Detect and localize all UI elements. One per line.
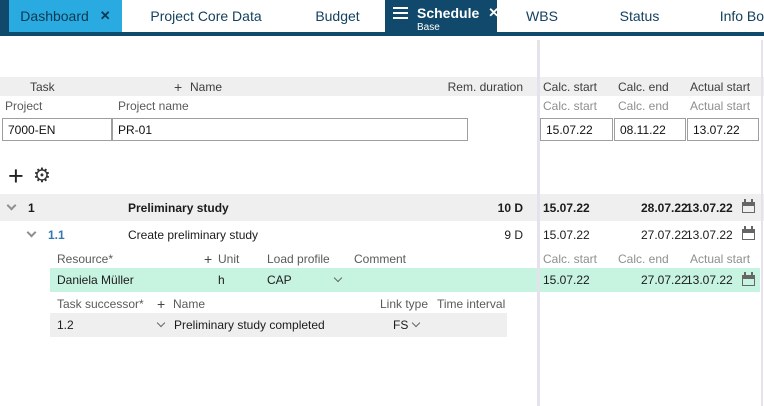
col-name: Name — [173, 297, 206, 311]
col-task: Task — [30, 79, 55, 94]
col-calc-start: Calc. start — [543, 251, 598, 266]
task-row[interactable]: 1 Preliminary study 10 D 15.07.22 28.07.… — [0, 194, 764, 221]
tab-label: Project Core Data — [150, 8, 262, 24]
chevron-down-icon[interactable] — [411, 313, 421, 337]
successor-header-row: Task successor* + Name Link type Time in… — [0, 295, 764, 313]
tabbar-underline — [0, 32, 764, 36]
col-calc-end: Calc. end — [618, 79, 669, 94]
tab-status[interactable]: Status — [587, 0, 692, 32]
sub-name: Project name — [118, 99, 189, 113]
gear-icon[interactable]: ⚙ — [33, 165, 51, 187]
project-actual-start-input[interactable] — [687, 118, 759, 141]
sub-task: Project — [5, 99, 43, 113]
task-name: Create preliminary study — [128, 227, 259, 242]
project-row — [0, 117, 764, 142]
tab-sublabel: Base — [417, 21, 440, 33]
tab-dashboard[interactable]: Dashboard ✕ — [9, 0, 122, 32]
right-edge-divider — [761, 40, 763, 406]
tab-schedule[interactable]: Schedule ✕ Base — [385, 0, 500, 36]
resource-header-row: Resource* + Unit Load profile Comment Ca… — [0, 249, 764, 268]
tab-label: Budget — [315, 8, 360, 24]
task-calc-end: 27.07.22 — [641, 227, 688, 242]
task-row[interactable]: 1.1 Create preliminary study 9 D 15.07.2… — [0, 221, 764, 248]
project-calc-end-input[interactable] — [614, 118, 686, 141]
task-actual-start: 13.07.22 — [686, 200, 733, 215]
chevron-down-icon[interactable] — [156, 313, 166, 337]
project-calc-start-input[interactable] — [540, 118, 613, 141]
calendar-icon[interactable] — [742, 194, 755, 221]
task-toolbar: + ⚙ — [0, 162, 764, 190]
add-column-icon[interactable]: + — [157, 296, 166, 312]
pane-divider — [537, 40, 540, 406]
task-calc-start: 15.07.22 — [543, 200, 590, 215]
add-column-icon[interactable]: + — [204, 250, 213, 267]
col-unit: Unit — [218, 251, 240, 266]
tab-label: Schedule — [417, 4, 480, 21]
close-icon[interactable]: ✕ — [488, 4, 500, 20]
add-column-icon[interactable]: + — [174, 78, 183, 95]
successor-link-type: FS — [393, 318, 409, 332]
task-id: 1 — [28, 200, 35, 215]
tab-bar: Dashboard ✕ Project Core Data Budget Sch… — [0, 0, 764, 36]
col-calc-start: Calc. start — [543, 79, 598, 94]
tab-label: Status — [619, 8, 660, 24]
collapse-chevron-icon[interactable] — [6, 194, 17, 221]
tabbar-left-strip — [0, 0, 9, 36]
tab-label: WBS — [526, 8, 558, 24]
resource-row[interactable]: Daniela Müller h CAP 15.07.22 27.07.22 1… — [0, 268, 764, 292]
task-actual-start: 13.07.22 — [686, 227, 733, 242]
task-name: Preliminary study — [128, 200, 229, 215]
resource-load-profile: CAP — [267, 273, 292, 287]
col-task-successor: Task successor* — [57, 297, 144, 311]
sub-actual-start: Actual start — [690, 99, 751, 113]
task-rem-duration: 10 D — [497, 200, 523, 215]
project-task-input[interactable] — [2, 118, 112, 141]
successor-row-bg — [50, 313, 507, 337]
tab-budget[interactable]: Budget — [290, 0, 385, 32]
tab-wbs[interactable]: WBS — [497, 0, 587, 32]
calendar-icon[interactable] — [742, 268, 755, 292]
close-icon[interactable]: ✕ — [99, 8, 111, 23]
col-load-profile: Load profile — [267, 251, 330, 266]
project-name-input[interactable] — [112, 118, 468, 141]
task-calc-end: 28.07.22 — [641, 200, 688, 215]
tab-project-core-data[interactable]: Project Core Data — [122, 0, 290, 32]
task-calc-start: 15.07.22 — [543, 227, 590, 242]
col-comment: Comment — [354, 251, 407, 266]
successor-row[interactable]: 1.2 Preliminary study completed FS — [0, 313, 764, 337]
grid-subheader-row: Project Project name Calc. start Calc. e… — [0, 96, 764, 116]
resource-actual-start: 13.07.22 — [686, 273, 733, 287]
tab-label: Info Board — [719, 8, 764, 24]
schedule-grid: Task + Name Rem. duration Calc. start Ca… — [0, 36, 764, 406]
col-resource: Resource* — [57, 251, 114, 266]
col-actual-start: Actual start — [690, 251, 751, 266]
resource-calc-start: 15.07.22 — [543, 273, 590, 287]
task-rem-duration: 9 D — [504, 227, 523, 242]
tab-label: Dashboard — [20, 8, 89, 24]
resource-unit: h — [218, 273, 225, 287]
sub-calc-end: Calc. end — [618, 99, 669, 113]
successor-name: Preliminary study completed — [174, 318, 325, 332]
chevron-down-icon[interactable] — [333, 268, 343, 292]
col-link-type: Link type — [380, 297, 429, 311]
task-id[interactable]: 1.1 — [48, 227, 65, 242]
grid-header-row: Task + Name Rem. duration Calc. start Ca… — [0, 77, 764, 96]
col-actual-start: Actual start — [690, 79, 751, 94]
col-name: Name — [190, 79, 223, 94]
sub-calc-start: Calc. start — [543, 99, 598, 113]
col-time-interval: Time interval — [437, 297, 506, 311]
add-task-icon[interactable]: + — [8, 160, 24, 191]
col-calc-end: Calc. end — [618, 251, 669, 266]
resource-row-highlight — [50, 268, 760, 292]
calendar-icon[interactable] — [742, 221, 755, 248]
col-rem-duration: Rem. duration — [447, 79, 523, 94]
menu-icon[interactable] — [393, 4, 408, 22]
resource-calc-end: 27.07.22 — [641, 273, 688, 287]
tab-info-board[interactable]: Info Board — [692, 0, 764, 32]
collapse-chevron-icon[interactable] — [26, 221, 37, 248]
successor-id: 1.2 — [57, 318, 74, 332]
resource-name[interactable]: Daniela Müller — [57, 273, 134, 287]
